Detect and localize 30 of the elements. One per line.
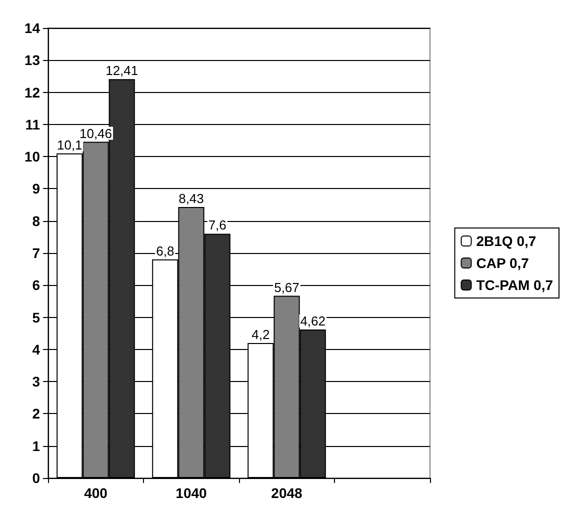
y-tick-label: 13	[24, 52, 40, 68]
y-tick-label: 2	[32, 406, 40, 422]
y-tick-label: 5	[32, 309, 40, 326]
legend-label: CAP 0,7	[476, 255, 530, 271]
y-tick-label: 10	[24, 148, 40, 165]
data-label: 4,2	[252, 327, 270, 342]
y-tick-label: 11	[25, 116, 40, 132]
legend-label: TC-PAM 0,7	[476, 277, 554, 293]
data-label: 6,8	[156, 243, 174, 258]
y-tick-label: 1	[32, 438, 40, 454]
y-tick-label: 9	[32, 180, 40, 197]
x-tick-label: 1040	[176, 485, 208, 501]
y-tick-label: 14	[24, 20, 40, 36]
y-tick-label: 4	[32, 341, 40, 358]
data-label: 10,46	[79, 126, 112, 141]
x-tick-label: 2048	[271, 485, 303, 501]
x-tick-label: 400	[84, 485, 108, 501]
y-tick-label: 12	[24, 84, 40, 100]
data-label: 5,67	[274, 280, 300, 295]
data-label: 8,43	[178, 191, 204, 206]
data-label: 10,1	[56, 137, 82, 152]
data-label: 7,6	[208, 218, 226, 233]
legend-label: 2B1Q 0,7	[476, 233, 536, 249]
y-tick-label: 8	[32, 212, 40, 229]
y-tick-label: 7	[32, 245, 40, 261]
y-tick-label: 0	[32, 470, 40, 486]
data-label: 4,62	[300, 314, 326, 328]
y-tick-label: 3	[32, 374, 40, 390]
data-label: 12,41	[106, 63, 138, 78]
y-tick-label: 6	[32, 277, 40, 294]
